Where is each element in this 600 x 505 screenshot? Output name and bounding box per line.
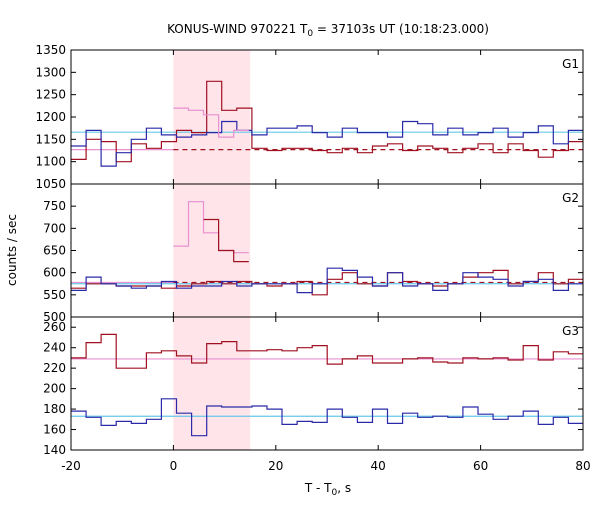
panel-label: G2 — [562, 191, 579, 205]
step-series-dark-red — [71, 80, 583, 163]
panel-frame — [70, 316, 584, 451]
y-tick-label: 200 — [43, 382, 66, 396]
y-tick-label: 1200 — [35, 110, 66, 124]
panel-plot-area — [71, 201, 583, 296]
panel-label: G3 — [562, 324, 579, 338]
x-tick-label: 40 — [371, 459, 386, 473]
panel-label: G1 — [562, 57, 579, 71]
y-tick-label: 550 — [43, 288, 66, 302]
y-tick-label: 1050 — [35, 177, 66, 191]
y-tick-label: 650 — [43, 244, 66, 258]
y-tick-label: 500 — [43, 310, 66, 324]
step-series-dark-red — [71, 333, 583, 369]
y-tick-label: 1350 — [35, 43, 66, 57]
panel-plot-area — [71, 333, 583, 437]
panel-g1: 1050 1100 1150 1200 1250 1300 1350 G1 — [35, 43, 584, 191]
y-tick-label: 180 — [43, 402, 66, 416]
plot-layer: 1050110011501200125013001350G15005506006… — [35, 43, 590, 473]
x-tick-label: 0 — [170, 459, 178, 473]
x-tick-label: 60 — [473, 459, 488, 473]
y-tick-label: 240 — [43, 341, 66, 355]
y-tick-label: 1250 — [35, 88, 66, 102]
y-tick-label: 140 — [43, 443, 66, 457]
x-tick-label: 80 — [575, 459, 590, 473]
y-axis-label: counts / sec — [5, 214, 19, 286]
x-tick-label: 20 — [268, 459, 283, 473]
panel-frame — [70, 49, 584, 185]
y-tick-label: 1150 — [35, 132, 66, 146]
y-tick-label: 260 — [43, 320, 66, 334]
highlight-band — [173, 184, 251, 317]
y-tick-label: 750 — [43, 199, 66, 213]
y-tick-label: 1100 — [35, 155, 66, 169]
panel-plot-area — [71, 80, 583, 167]
x-axis-label: T - T0, s — [304, 481, 351, 498]
x-tick-label: -20 — [61, 459, 81, 473]
y-tick-label: 600 — [43, 266, 66, 280]
chart-title: KONUS-WIND 970221 T0 = 37103s UT (10:18:… — [167, 22, 489, 39]
y-tick-label: 220 — [43, 361, 66, 375]
step-series-pink — [173, 107, 249, 138]
panel-g2: 500 550 600 650 700 750 G2 — [43, 183, 584, 324]
y-tick-label: 160 — [43, 423, 66, 437]
highlight-band — [173, 317, 251, 450]
panel-g3: 140 160 180 200 220 240 260 G3 — [43, 316, 584, 457]
step-series-blue — [71, 120, 583, 167]
step-series-blue — [71, 398, 583, 437]
panel-frame — [70, 183, 584, 318]
y-tick-label: 700 — [43, 221, 66, 235]
step-series-dark-red — [203, 218, 249, 263]
y-tick-label: 1300 — [35, 65, 66, 79]
step-series-blue — [71, 267, 583, 294]
highlight-band — [173, 50, 251, 184]
